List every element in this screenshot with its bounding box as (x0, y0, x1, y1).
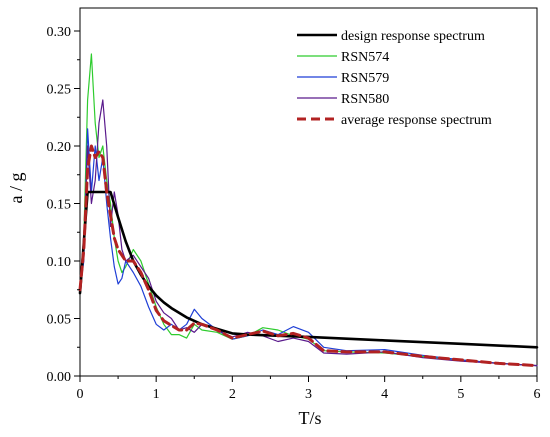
series-layer (78, 53, 539, 368)
series-line-average-response-spectrum (78, 144, 539, 368)
y-tick-label: 0.10 (47, 255, 72, 270)
y-tick-label: 0.25 (47, 83, 72, 98)
legend: design response spectrum RSN574 RSN579 RSN5… (289, 22, 529, 133)
x-tick-label: 4 (381, 387, 388, 402)
y-tick-label: 0.15 (47, 198, 72, 213)
legend-label-design-response-spectrum: design response spectrum (341, 29, 485, 44)
y-tick-label: 0.00 (47, 370, 72, 385)
legend-label-average-response-spectrum: average response spectrum (341, 113, 492, 128)
legend-label-rsn580: RSN580 (341, 92, 389, 107)
y-axis-label: a / g (6, 173, 26, 204)
x-axis-label: T/s (298, 408, 321, 428)
series-line-rsn580 (79, 99, 538, 367)
x-tick-label: 6 (534, 387, 541, 402)
x-tick-label: 5 (457, 387, 464, 402)
y-tick-label: 0.30 (47, 25, 72, 40)
y-tick-label: 0.05 (47, 313, 72, 328)
series-line-design-response-spectrum (78, 190, 539, 349)
x-tick-label: 0 (77, 387, 84, 402)
x-tick-label: 3 (305, 387, 312, 402)
x-tick-label: 1 (153, 387, 160, 402)
x-tick-label: 2 (229, 387, 236, 402)
legend-label-rsn574: RSN574 (341, 50, 389, 65)
series-line-rsn579 (79, 128, 538, 367)
y-tick-label: 0.20 (47, 140, 72, 155)
axes-layer: 0 1 2 3 4 5 6 0.00 0.05 0.10 0.15 0.20 0.25 0.30 (47, 25, 541, 402)
legend-label-rsn579: RSN579 (341, 71, 389, 86)
